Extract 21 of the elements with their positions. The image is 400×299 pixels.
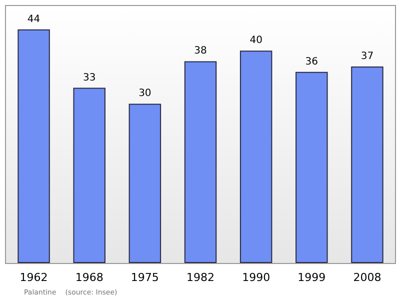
x-tick-label: 1982 [186, 271, 214, 284]
x-tick-label: 2008 [353, 271, 382, 284]
bar [184, 61, 217, 263]
bar [240, 50, 272, 263]
x-tick-label: 1990 [242, 271, 270, 284]
bar [351, 66, 384, 263]
bar [296, 72, 328, 263]
bar [18, 29, 50, 263]
data-label: 38 [194, 46, 207, 57]
data-label: 33 [82, 72, 96, 84]
data-label: 37 [360, 51, 374, 62]
x-tick-label: 1975 [130, 271, 159, 284]
data-label: 44 [27, 14, 40, 25]
data-label: 30 [138, 88, 152, 100]
bar [73, 88, 106, 263]
data-label: 40 [250, 35, 262, 46]
x-tick-label: 1999 [298, 271, 326, 284]
x-tick-label: 1962 [20, 271, 48, 284]
data-label: 36 [305, 56, 318, 68]
x-tick-label: 1968 [75, 271, 104, 284]
bar [128, 104, 162, 263]
